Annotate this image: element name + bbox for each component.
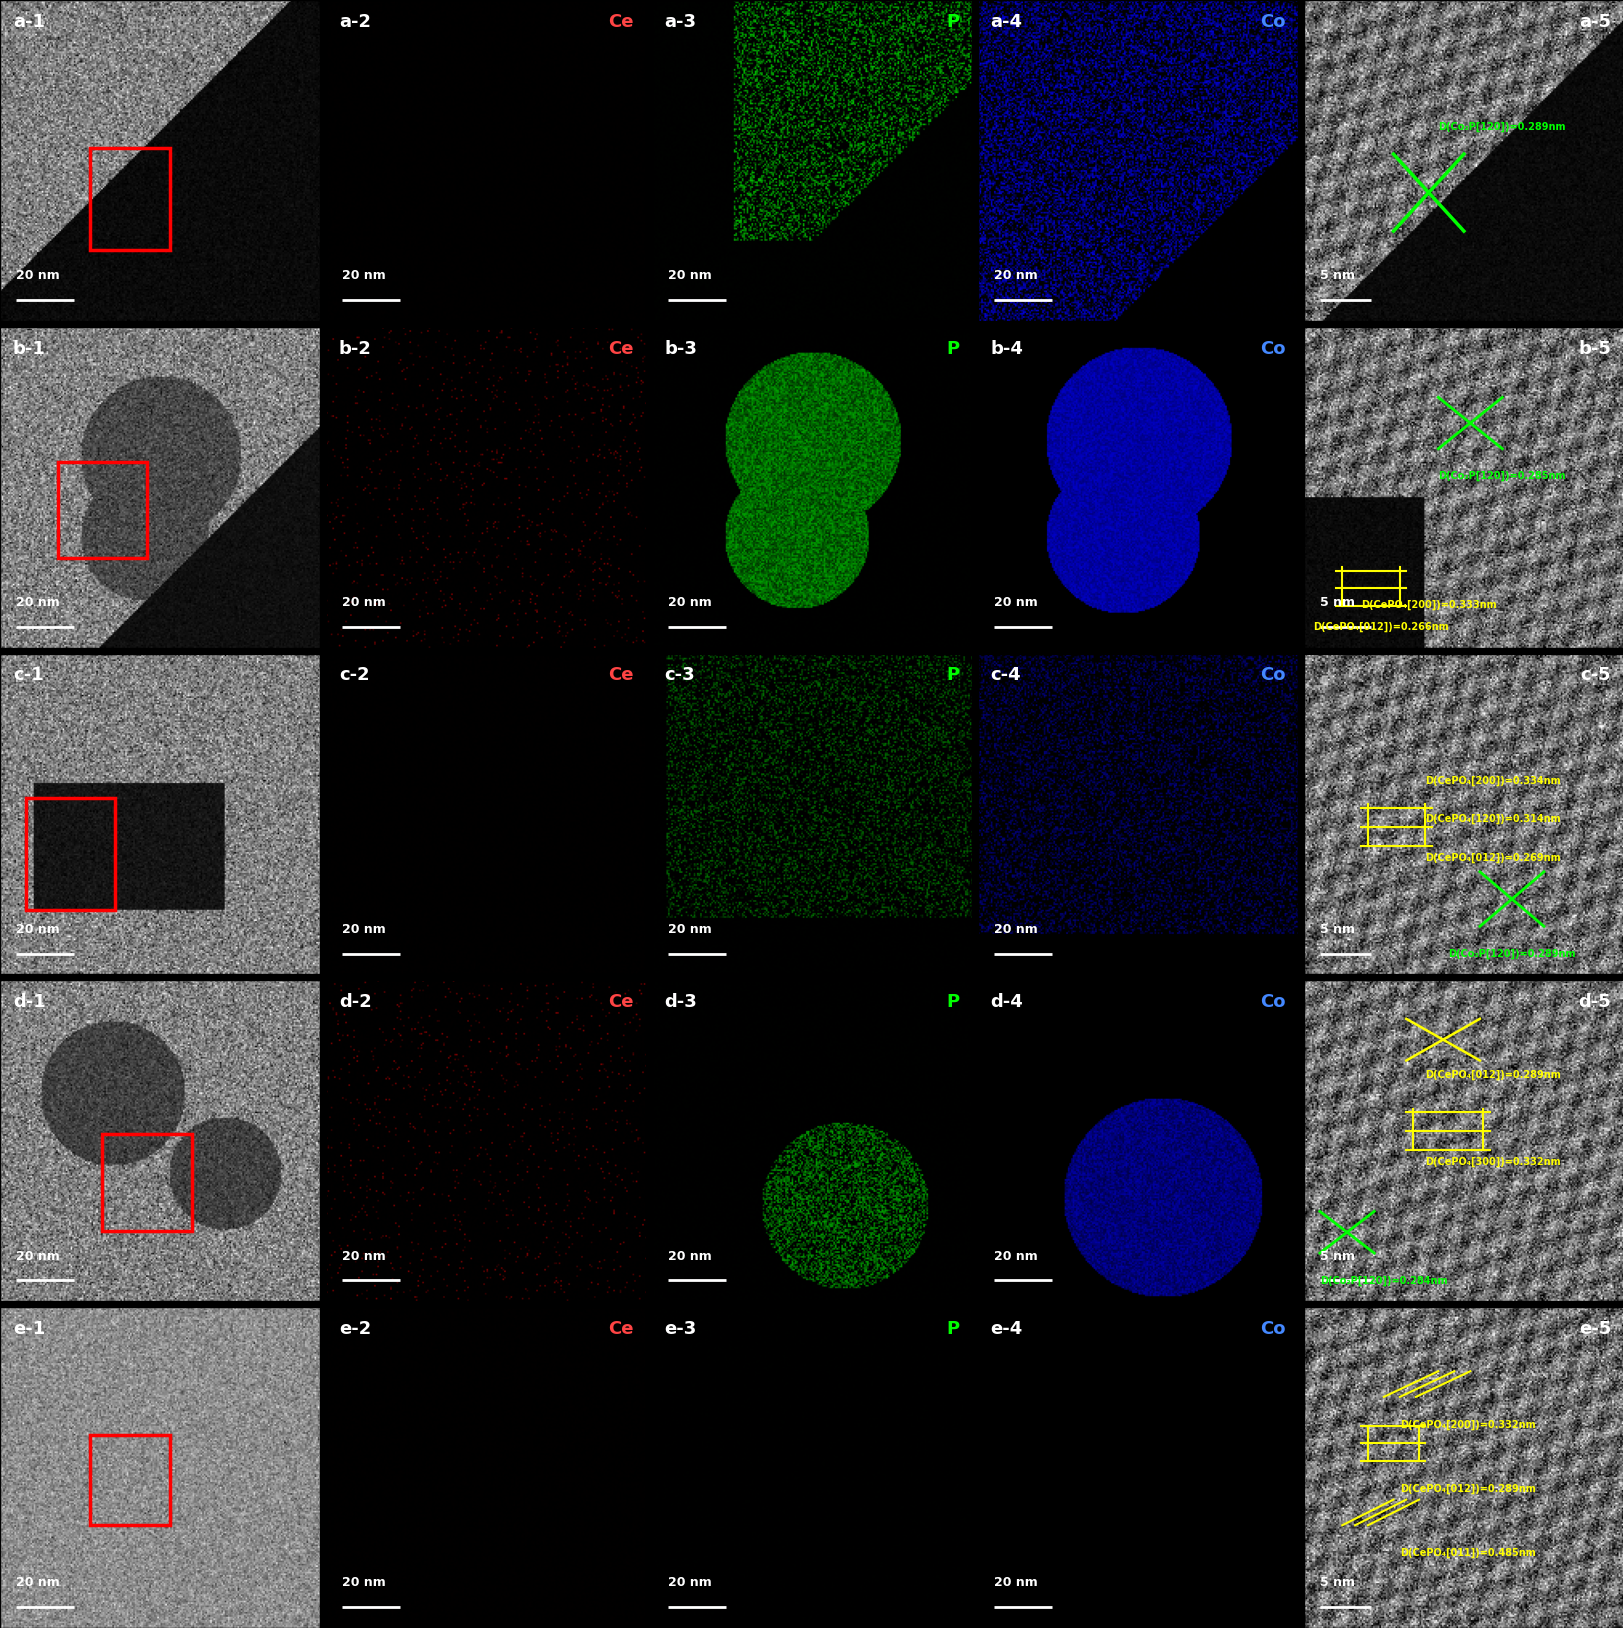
- Bar: [102, 1135, 192, 1231]
- Text: D(CePO₄[200])=0.334nm: D(CePO₄[200])=0.334nm: [1425, 775, 1560, 786]
- Bar: [26, 798, 115, 910]
- Text: d-3: d-3: [664, 993, 696, 1011]
- Text: P: P: [946, 340, 959, 358]
- Text: D(Co₂P[120])=0.285nm: D(Co₂P[120])=0.285nm: [1438, 470, 1565, 482]
- Text: Ce: Ce: [607, 993, 633, 1011]
- Text: 5 nm: 5 nm: [1319, 596, 1354, 609]
- Text: 20 nm: 20 nm: [16, 923, 60, 936]
- Text: D(CePO₄[200])=0.333nm: D(CePO₄[200])=0.333nm: [1360, 599, 1496, 610]
- Text: c-4: c-4: [990, 666, 1021, 684]
- Text: c-1: c-1: [13, 666, 44, 684]
- Text: 20 nm: 20 nm: [342, 1576, 386, 1589]
- Text: D(CePO₄[200])=0.332nm: D(CePO₄[200])=0.332nm: [1399, 1420, 1535, 1429]
- Text: D(CePO₄[012])=0.289nm: D(CePO₄[012])=0.289nm: [1399, 1483, 1535, 1495]
- Text: D(Co₂P[120])=0.289nm: D(Co₂P[120])=0.289nm: [1448, 949, 1574, 959]
- Text: 20 nm: 20 nm: [342, 923, 386, 936]
- Text: Co: Co: [1259, 340, 1284, 358]
- Text: c-2: c-2: [339, 666, 368, 684]
- Text: b-5: b-5: [1578, 340, 1610, 358]
- Text: 20 nm: 20 nm: [342, 596, 386, 609]
- Text: 20 nm: 20 nm: [16, 596, 60, 609]
- Text: D(CePO₄[300])=0.332nm: D(CePO₄[300])=0.332nm: [1425, 1158, 1560, 1167]
- Text: a-4: a-4: [990, 13, 1022, 31]
- Text: P: P: [946, 1320, 959, 1338]
- Text: P: P: [946, 993, 959, 1011]
- Text: 20 nm: 20 nm: [16, 1576, 60, 1589]
- Text: Co: Co: [1259, 13, 1284, 31]
- Text: D(CePO₄[011])=0.485nm: D(CePO₄[011])=0.485nm: [1399, 1548, 1535, 1558]
- Text: 20 nm: 20 nm: [993, 923, 1037, 936]
- Text: b-4: b-4: [990, 340, 1022, 358]
- Text: e-5: e-5: [1578, 1320, 1610, 1338]
- Text: 20 nm: 20 nm: [993, 1250, 1037, 1263]
- Text: b-1: b-1: [13, 340, 45, 358]
- Bar: [89, 1436, 169, 1525]
- Text: e-3: e-3: [664, 1320, 696, 1338]
- Bar: [57, 462, 148, 558]
- Text: 20 nm: 20 nm: [667, 596, 711, 609]
- Text: e-2: e-2: [339, 1320, 370, 1338]
- Text: d-2: d-2: [339, 993, 372, 1011]
- Text: 20 nm: 20 nm: [667, 270, 711, 283]
- Text: P: P: [946, 13, 959, 31]
- Text: a-3: a-3: [664, 13, 696, 31]
- Text: Co: Co: [1259, 993, 1284, 1011]
- Text: Ce: Ce: [607, 340, 633, 358]
- Text: 20 nm: 20 nm: [993, 596, 1037, 609]
- Text: d-5: d-5: [1578, 993, 1610, 1011]
- Text: 20 nm: 20 nm: [16, 1250, 60, 1263]
- Text: b-3: b-3: [664, 340, 698, 358]
- Text: Ce: Ce: [607, 1320, 633, 1338]
- Text: 5 nm: 5 nm: [1319, 1250, 1354, 1263]
- Text: 5 nm: 5 nm: [1319, 270, 1354, 283]
- Text: c-3: c-3: [664, 666, 695, 684]
- Text: D(Co₂P[120])=0.289nm: D(Co₂P[120])=0.289nm: [1438, 122, 1565, 132]
- Text: d-4: d-4: [990, 993, 1022, 1011]
- Text: a-2: a-2: [339, 13, 370, 31]
- Text: b-2: b-2: [339, 340, 372, 358]
- Text: 20 nm: 20 nm: [16, 270, 60, 283]
- Text: 20 nm: 20 nm: [667, 923, 711, 936]
- Text: D(CePO₄[120])=0.314nm: D(CePO₄[120])=0.314nm: [1425, 814, 1560, 824]
- Bar: [89, 148, 169, 251]
- Text: Co: Co: [1259, 666, 1284, 684]
- Text: Co: Co: [1259, 1320, 1284, 1338]
- Text: D(Co₂P[120])=0.284nm: D(Co₂P[120])=0.284nm: [1319, 1276, 1446, 1286]
- Text: D(CePO₄[012])=0.289nm: D(CePO₄[012])=0.289nm: [1425, 1070, 1560, 1081]
- Text: e-1: e-1: [13, 1320, 45, 1338]
- Text: 20 nm: 20 nm: [667, 1250, 711, 1263]
- Text: a-1: a-1: [13, 13, 45, 31]
- Text: c-5: c-5: [1579, 666, 1610, 684]
- Text: 20 nm: 20 nm: [993, 1576, 1037, 1589]
- Text: 20 nm: 20 nm: [667, 1576, 711, 1589]
- Text: a-5: a-5: [1578, 13, 1610, 31]
- Text: D(CePO₄[012])=0.266nm: D(CePO₄[012])=0.266nm: [1313, 622, 1448, 632]
- Text: e-4: e-4: [990, 1320, 1022, 1338]
- Text: 20 nm: 20 nm: [993, 270, 1037, 283]
- Text: 5 nm: 5 nm: [1319, 923, 1354, 936]
- Text: Ce: Ce: [607, 666, 633, 684]
- Text: 20 nm: 20 nm: [342, 270, 386, 283]
- Text: D(CePO₄[012])=0.269nm: D(CePO₄[012])=0.269nm: [1425, 853, 1560, 863]
- Text: 5 nm: 5 nm: [1319, 1576, 1354, 1589]
- Text: Ce: Ce: [607, 13, 633, 31]
- Text: 20 nm: 20 nm: [342, 1250, 386, 1263]
- Text: P: P: [946, 666, 959, 684]
- Text: d-1: d-1: [13, 993, 45, 1011]
